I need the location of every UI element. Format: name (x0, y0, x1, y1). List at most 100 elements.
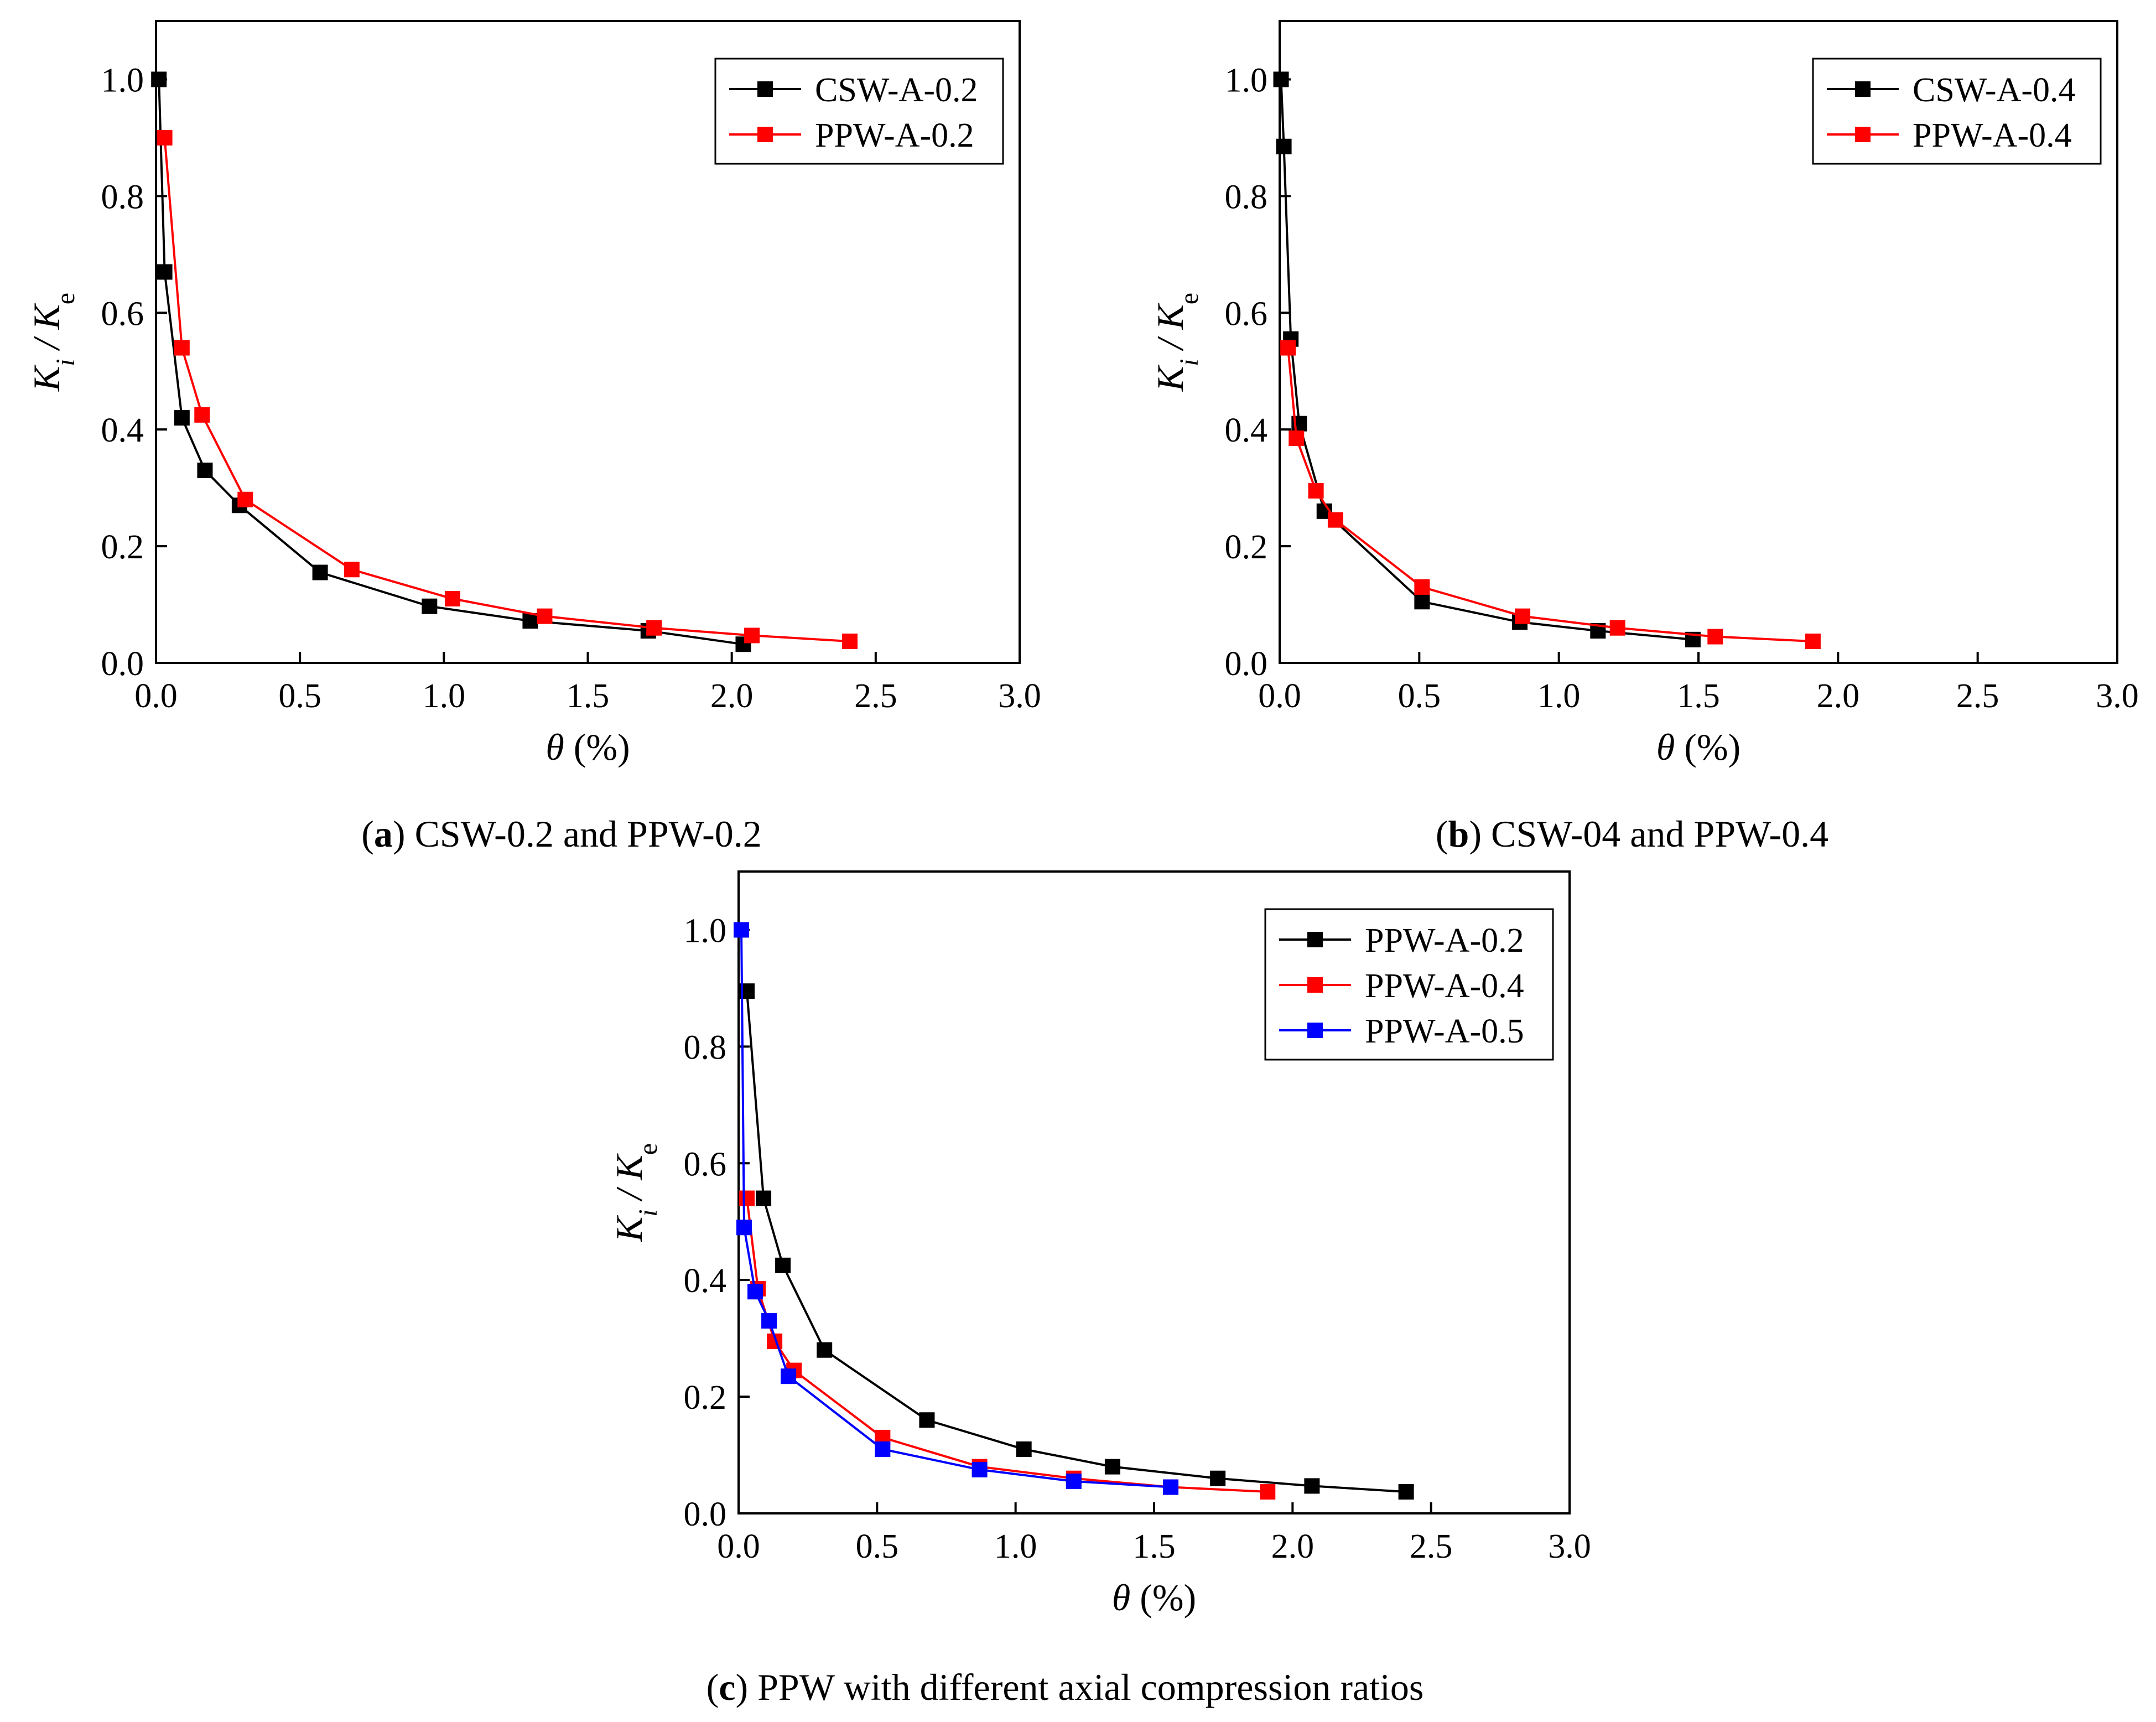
chart-a-series-2-point (444, 591, 460, 606)
chart-a-y-tick-label: 0.4 (101, 412, 144, 449)
chart-a-legend-label-2: PPW-A-0.2 (815, 117, 974, 154)
chart-a-x-tick-label: 1.5 (567, 677, 610, 715)
chart-b-series-1-point (1414, 594, 1430, 610)
chart-c-series-3-point (736, 1220, 752, 1236)
chart-panel-a: 0.0 0.5 1.0 1.5 2.0 2.5 3.0 0.0 0.2 0.4 0.6 0.8 1.0 θ… (25, 20, 1041, 768)
chart-c-x-tick-label: 2.5 (1410, 1528, 1453, 1565)
chart-c-y-tick-label: 0.0 (684, 1496, 727, 1533)
chart-a-x-tick-label: 2.0 (710, 677, 754, 715)
chart-a-series-1-point (312, 564, 328, 580)
chart-c-series-1-point (1304, 1478, 1320, 1494)
chart-a-series-2-point (237, 491, 253, 507)
chart-b-series-1-point (1273, 71, 1289, 87)
chart-c-legend-label-2: PPW-A-0.4 (1365, 967, 1524, 1005)
chart-b-series-2-point (1515, 608, 1531, 624)
chart-c-series-3-point (1163, 1479, 1179, 1495)
chart-c-y-tick-label: 1.0 (684, 912, 727, 950)
chart-b-legend-label-1: CSW-A-0.4 (1913, 71, 2076, 109)
chart-a-series-1-point (174, 410, 190, 426)
caption-b: (b) CSW-04 and PPW-0.4 (1436, 813, 1828, 855)
chart-c-series-3-point (734, 922, 750, 938)
caption-a: (a) CSW-0.2 and PPW-0.2 (361, 813, 761, 855)
chart-a-legend-marker-2 (757, 127, 773, 142)
chart-a-series-2-point (744, 627, 760, 644)
chart-c-series-line-1 (746, 991, 1406, 1493)
chart-b-x-tick-label: 3.0 (2096, 677, 2139, 715)
chart-b-y-tick-label: 0.2 (1225, 528, 1268, 566)
chart-a-series-2-point (537, 608, 553, 624)
chart-b-y-tick-label: 0.8 (1225, 178, 1268, 216)
chart-a-series-line-2 (163, 137, 850, 642)
chart-c-y-tick-label: 0.8 (684, 1029, 727, 1066)
chart-a-series-2-point (646, 620, 662, 636)
chart-a-series-2-point (842, 633, 858, 649)
chart-c-legend-marker-3 (1307, 1023, 1323, 1038)
chart-b-y-tick-label: 0.6 (1225, 295, 1268, 333)
chart-a-legend-marker-1 (757, 81, 773, 97)
chart-b-legend-marker-2 (1855, 127, 1871, 142)
chart-b-x-tick-label: 2.0 (1817, 677, 1860, 715)
chart-a-series-1-point (157, 264, 173, 280)
chart-a-series-2-point (194, 407, 210, 423)
chart-a-x-tick-label: 0.5 (278, 677, 321, 715)
chart-a-x-tick-label: 0.0 (134, 677, 178, 715)
chart-c-legend-label-1: PPW-A-0.2 (1365, 922, 1524, 959)
chart-b-series-1-point (1276, 138, 1292, 154)
chart-c-y-axis-label: Ki / Ke (608, 1143, 663, 1242)
chart-b-series-2-point (1707, 629, 1723, 645)
chart-b-x-tick-label: 1.0 (1537, 677, 1581, 715)
chart-a-series-line-1 (158, 79, 744, 646)
chart-c-series-1-point (817, 1342, 833, 1358)
chart-a-series-1-point (151, 71, 167, 87)
chart-a-x-tick-label: 1.0 (423, 677, 466, 715)
chart-a-series-2-point (344, 562, 360, 578)
chart-c-y-tick-label: 0.2 (684, 1379, 727, 1417)
chart-c-x-axis-label: θ (%) (1112, 1576, 1196, 1619)
chart-a-x-axis-label: θ (%) (546, 726, 630, 768)
chart-c-series-1-point (1398, 1484, 1414, 1500)
chart-b-x-axis-label: θ (%) (1656, 726, 1741, 768)
chart-c-y-tick-label: 0.4 (684, 1262, 727, 1300)
chart-b-series-2-point (1308, 483, 1324, 499)
chart-c-x-tick-label: 0.5 (856, 1528, 899, 1565)
chart-b-series-2-point (1805, 633, 1821, 649)
chart-c-series-3-point (761, 1313, 777, 1329)
chart-b-series-2-point (1414, 579, 1430, 595)
chart-panel-c: 0.0 0.5 1.0 1.5 2.0 2.5 3.0 0.0 0.2 0.4 0.6 0.8 1.0 θ… (608, 870, 1591, 1619)
chart-b-series-line-2 (1287, 347, 1813, 642)
chart-b-legend-marker-1 (1855, 81, 1871, 97)
chart-a-series-1-point (197, 463, 213, 478)
chart-c-y-tick-label: 0.6 (684, 1145, 727, 1183)
chart-c-series-1-point (1016, 1441, 1032, 1457)
chart-c-series-3-point (1066, 1474, 1082, 1489)
chart-c-series-3-point (781, 1368, 797, 1384)
chart-c-series-3-point (747, 1284, 763, 1300)
chart-c-x-tick-label: 1.5 (1132, 1528, 1176, 1565)
chart-a-x-tick-label: 2.5 (854, 677, 897, 715)
chart-c-x-tick-label: 3.0 (1548, 1528, 1591, 1565)
chart-c-x-tick-label: 0.0 (717, 1528, 760, 1565)
chart-b-legend-box (1812, 58, 2102, 165)
chart-c-series-3-point (875, 1441, 891, 1457)
chart-b-y-axis-label: Ki / Ke (1149, 293, 1204, 392)
chart-a-y-tick-label: 0.2 (101, 528, 144, 566)
caption-c: (c) PPW with different axial compression… (706, 1666, 1424, 1708)
chart-a-y-tick-label: 1.0 (101, 61, 144, 99)
chart-c-series-2-point (1260, 1484, 1276, 1500)
chart-c-legend-marker-2 (1307, 977, 1323, 993)
chart-c-legend-label-3: PPW-A-0.5 (1365, 1013, 1524, 1050)
chart-c-legend-marker-1 (1307, 932, 1323, 947)
chart-b-series-2-point (1327, 512, 1343, 528)
chart-b-x-tick-label: 0.5 (1398, 677, 1441, 715)
chart-c-series-1-point (1104, 1459, 1120, 1475)
chart-b-x-tick-label: 2.5 (1956, 677, 1999, 715)
chart-c-x-tick-label: 1.0 (994, 1528, 1037, 1565)
chart-a-y-tick-label: 0.6 (101, 295, 144, 333)
chart-c-x-tick-label: 2.0 (1271, 1528, 1315, 1565)
chart-b-y-tick-label: 0.0 (1225, 645, 1268, 683)
chart-b-series-line-1 (1280, 79, 1693, 641)
chart-b-series-2-point (1289, 430, 1305, 446)
chart-b-x-tick-label: 1.5 (1677, 677, 1720, 715)
chart-b-series-2-point (1280, 340, 1296, 356)
chart-c-series-3-point (972, 1461, 988, 1477)
